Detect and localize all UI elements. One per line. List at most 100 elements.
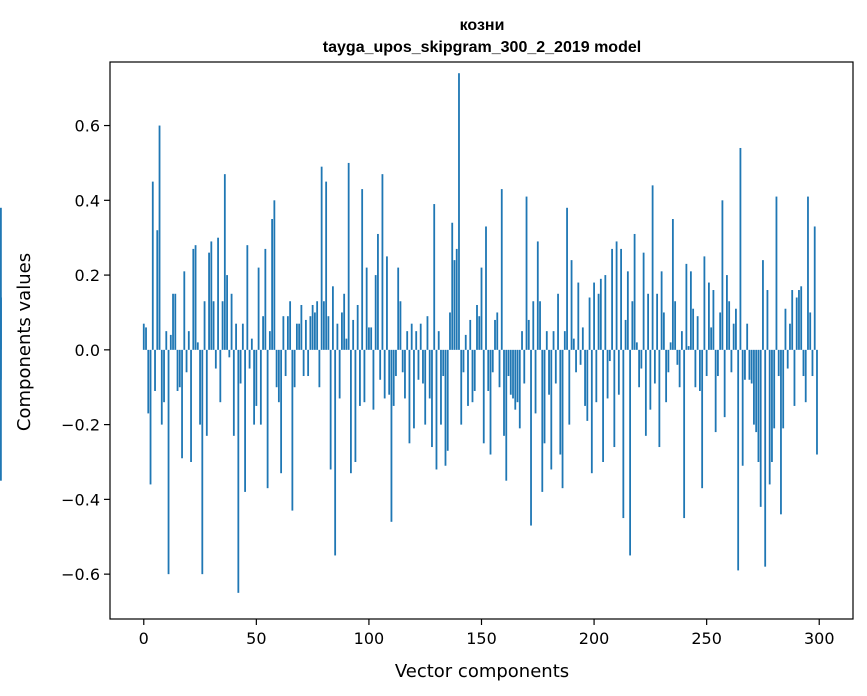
bar-131 — [437, 331, 440, 350]
bar-209 — [613, 349, 616, 448]
bar-166 — [516, 349, 519, 403]
bar-15 — [176, 349, 179, 391]
bar-90 — [345, 338, 348, 350]
bar-101 — [370, 327, 373, 350]
bar-139 — [455, 248, 458, 350]
x-tick-label: 50 — [246, 629, 266, 648]
bar-137 — [451, 222, 454, 350]
bar-117 — [406, 331, 409, 350]
bar-291 — [798, 290, 800, 350]
bar-43 — [239, 349, 242, 384]
bar-39 — [230, 293, 233, 350]
bar-70 — [300, 304, 303, 350]
bar-33 — [217, 237, 219, 350]
bar-170 — [525, 196, 528, 350]
y-axis-ticks: −0.6 −0.4 −0.2 0.0 0.2 0.4 0.6 — [61, 117, 110, 584]
bar-214 — [624, 319, 627, 350]
bar-99 — [365, 267, 368, 350]
bar-237 — [676, 349, 679, 365]
bar-252 — [710, 327, 713, 350]
bar-84 — [332, 286, 334, 350]
bar-263 — [735, 308, 737, 350]
bar-202 — [597, 293, 600, 350]
y-tick-label: 0.0 — [75, 341, 100, 360]
bar-226 — [651, 185, 654, 350]
bar-206 — [606, 349, 609, 399]
bar-21 — [190, 349, 192, 462]
bar-276 — [764, 349, 767, 567]
bar-287 — [789, 323, 791, 350]
bar-54 — [264, 248, 267, 350]
bar-295 — [807, 196, 809, 350]
bar-245 — [694, 349, 697, 388]
bar-176 — [539, 301, 541, 350]
bar-52 — [259, 349, 262, 425]
bar-242 — [687, 346, 690, 350]
bar-167 — [518, 349, 521, 429]
bar-28 — [205, 349, 208, 436]
y-tick-label: −0.2 — [61, 416, 100, 435]
bar-122 — [417, 349, 420, 380]
bar-120 — [413, 349, 415, 429]
bar-20 — [187, 331, 190, 350]
bar-53 — [262, 316, 264, 350]
bar-147 — [473, 349, 476, 391]
bar-244 — [692, 308, 695, 350]
bar-212 — [620, 248, 622, 350]
bar-253 — [712, 290, 715, 350]
bar-102 — [372, 349, 375, 410]
bar-266 — [741, 349, 744, 466]
bar-108 — [386, 256, 388, 350]
bar-173 — [532, 301, 535, 350]
bar-107 — [383, 349, 386, 399]
bar-296 — [809, 312, 812, 350]
bar-222 — [642, 252, 645, 350]
bar-205 — [604, 275, 607, 350]
bar-151 — [482, 349, 485, 444]
bar-175 — [536, 241, 539, 350]
bar-23 — [194, 245, 197, 350]
bar-98 — [363, 349, 366, 403]
bar-103 — [374, 275, 377, 350]
bar-200 — [593, 282, 595, 350]
x-tick-label: 250 — [691, 629, 722, 648]
bar-283 — [780, 349, 782, 515]
bar-24 — [196, 342, 199, 350]
bar-27 — [203, 301, 206, 350]
bar-57 — [271, 219, 274, 350]
bar-141 — [460, 349, 463, 425]
bar-129 — [433, 204, 436, 350]
bar-250 — [705, 349, 708, 377]
bar-0 — [142, 323, 145, 350]
bar-298 — [813, 226, 816, 350]
bar-150 — [480, 267, 483, 350]
x-tick-label: 150 — [466, 629, 497, 648]
bar-87 — [338, 349, 341, 399]
bar-11 — [167, 349, 170, 575]
bar-231 — [662, 312, 665, 350]
bar-12 — [169, 334, 172, 350]
bar-193 — [577, 282, 580, 350]
bar-81 — [325, 181, 328, 350]
bar-267 — [744, 349, 746, 380]
bar-89 — [343, 293, 346, 350]
bar-104 — [377, 233, 379, 350]
bar-261 — [730, 349, 733, 373]
bar-207 — [608, 349, 611, 362]
bar-157 — [496, 312, 499, 350]
bar-65 — [289, 301, 292, 350]
bar-286 — [786, 349, 789, 369]
bar-256 — [719, 312, 722, 350]
bar-110 — [390, 349, 393, 522]
bar-126 — [426, 316, 429, 350]
bar-13 — [172, 293, 174, 350]
bar-2 — [147, 349, 150, 414]
y-tick-label: −0.4 — [61, 490, 100, 509]
bar-246 — [696, 316, 699, 350]
bar-208 — [611, 248, 613, 350]
bar-71 — [302, 349, 305, 377]
bar-55 — [266, 349, 269, 489]
bar-275 — [762, 260, 764, 350]
bar-233 — [667, 349, 670, 373]
bar-264 — [737, 349, 740, 571]
